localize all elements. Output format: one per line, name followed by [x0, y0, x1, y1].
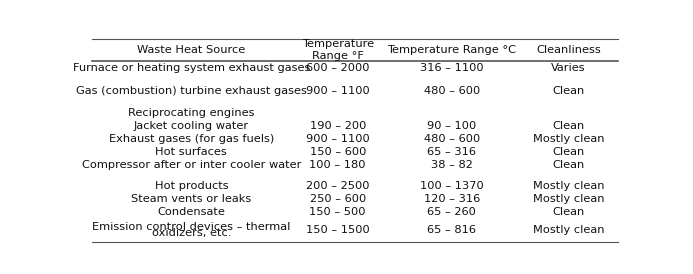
Text: Mostly clean: Mostly clean — [533, 225, 604, 235]
Text: 120 – 316: 120 – 316 — [423, 194, 480, 204]
Text: Temperature Range °C: Temperature Range °C — [387, 45, 516, 55]
Text: Reciprocating engines: Reciprocating engines — [128, 108, 254, 118]
Text: Mostly clean: Mostly clean — [533, 194, 604, 204]
Text: 90 – 100: 90 – 100 — [427, 121, 477, 131]
Text: 900 – 1100: 900 – 1100 — [306, 134, 369, 144]
Text: 316 – 1100: 316 – 1100 — [420, 63, 484, 73]
Text: 900 – 1100: 900 – 1100 — [306, 86, 369, 96]
Text: Mostly clean: Mostly clean — [533, 181, 604, 191]
Text: Clean: Clean — [552, 147, 585, 157]
Text: 480 – 600: 480 – 600 — [423, 86, 480, 96]
Text: 38 – 82: 38 – 82 — [431, 160, 473, 170]
Text: 150 – 600: 150 – 600 — [310, 147, 366, 157]
Text: Compressor after or inter cooler water: Compressor after or inter cooler water — [82, 160, 301, 170]
Text: Clean: Clean — [552, 207, 585, 217]
Text: 250 – 600: 250 – 600 — [310, 194, 366, 204]
Text: 150 – 1500: 150 – 1500 — [306, 225, 369, 235]
Text: Gas (combustion) turbine exhaust gases: Gas (combustion) turbine exhaust gases — [76, 86, 307, 96]
Text: 100 – 1370: 100 – 1370 — [420, 181, 484, 191]
Text: Waste Heat Source: Waste Heat Source — [137, 45, 245, 55]
Text: 65 – 316: 65 – 316 — [428, 147, 476, 157]
Text: Exhaust gases (for gas fuels): Exhaust gases (for gas fuels) — [109, 134, 274, 144]
Text: 150 – 500: 150 – 500 — [310, 207, 366, 217]
Text: 190 – 200: 190 – 200 — [310, 121, 366, 131]
Text: Varies: Varies — [552, 63, 586, 73]
Text: Condensate: Condensate — [157, 207, 225, 217]
Text: Furnace or heating system exhaust gases: Furnace or heating system exhaust gases — [73, 63, 310, 73]
Text: Clean: Clean — [552, 121, 585, 131]
Text: Mostly clean: Mostly clean — [533, 134, 604, 144]
Text: Jacket cooling water: Jacket cooling water — [134, 121, 249, 131]
Text: Steam vents or leaks: Steam vents or leaks — [131, 194, 252, 204]
Text: Hot surfaces: Hot surfaces — [155, 147, 227, 157]
Text: 200 – 2500: 200 – 2500 — [306, 181, 369, 191]
Text: 100 – 180: 100 – 180 — [310, 160, 366, 170]
Text: 480 – 600: 480 – 600 — [423, 134, 480, 144]
Text: 65 – 260: 65 – 260 — [428, 207, 476, 217]
Text: Temperature
Range °F: Temperature Range °F — [301, 39, 374, 61]
Text: oxidizers, etc.: oxidizers, etc. — [152, 229, 231, 238]
Text: Cleanliness: Cleanliness — [536, 45, 601, 55]
Text: Clean: Clean — [552, 86, 585, 96]
Text: Clean: Clean — [552, 160, 585, 170]
Text: Emission control devices – thermal: Emission control devices – thermal — [92, 222, 290, 232]
Text: Hot products: Hot products — [155, 181, 228, 191]
Text: 65 – 816: 65 – 816 — [428, 225, 476, 235]
Text: 600 – 2000: 600 – 2000 — [306, 63, 369, 73]
